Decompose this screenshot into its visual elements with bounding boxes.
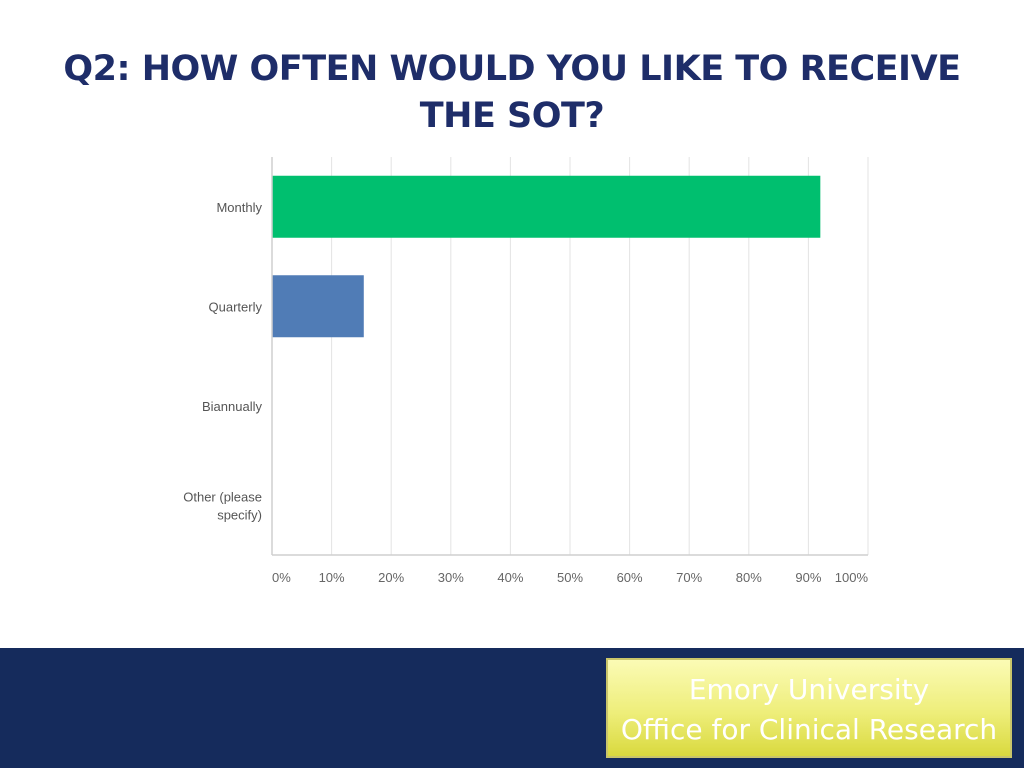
x-tick-label: 70%	[676, 570, 702, 585]
x-tick-label: 80%	[736, 570, 762, 585]
bar-2	[272, 275, 364, 338]
category-label: Quarterly	[209, 299, 263, 314]
slide-title-line-2: THE SOT?	[419, 96, 605, 136]
category-label: Other (please	[183, 489, 262, 504]
x-tick-label: 40%	[497, 570, 523, 585]
category-label: Monthly	[216, 200, 262, 215]
x-tick-label: 60%	[617, 570, 643, 585]
slide-title: Q2: HOW OFTEN WOULD YOU LIKE TO RECEIVE …	[40, 46, 984, 140]
x-tick-label: 100%	[835, 570, 869, 585]
x-tick-label: 10%	[319, 570, 345, 585]
department-name: Office for Clinical Research	[620, 713, 998, 746]
x-tick-label: 50%	[557, 570, 583, 585]
bar-1	[272, 175, 821, 238]
bar-chart: Monthly Quarterly Biannually Other (please s…	[183, 157, 869, 585]
x-tick-label: 30%	[438, 570, 464, 585]
category-label: Biannually	[202, 399, 262, 414]
organization-name: Emory University	[688, 673, 930, 706]
category-label: specify)	[217, 507, 262, 522]
x-tick-label: 0%	[272, 570, 291, 585]
organization-badge: Emory University Office for Clinical Res…	[606, 658, 1012, 758]
x-tick-label: 20%	[378, 570, 404, 585]
x-tick-label: 90%	[795, 570, 821, 585]
slide-title-line-1: Q2: HOW OFTEN WOULD YOU LIKE TO RECEIVE	[63, 49, 961, 89]
